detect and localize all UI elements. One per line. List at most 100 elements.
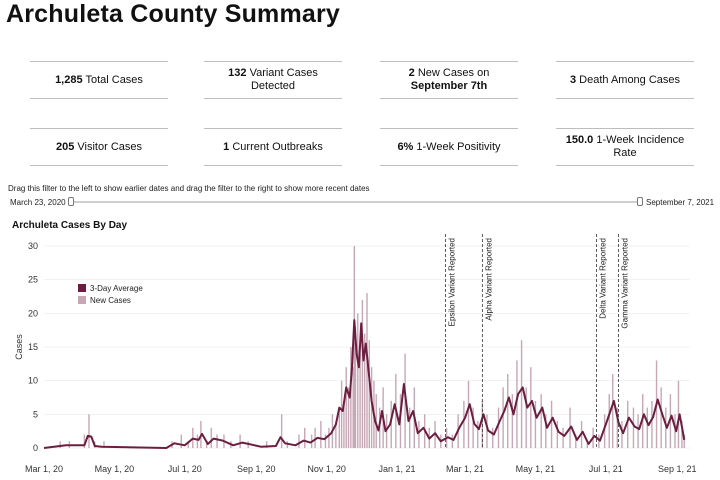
legend-swatch-average [78,284,86,292]
bar-new-cases [502,387,504,448]
page-title: Archuleta County Summary [6,0,341,28]
x-tick-label: Sep 1, 20 [237,464,276,474]
y-axis-label: Cases [14,334,24,360]
x-tick-label: Jul 1, 21 [589,464,623,474]
bar-new-cases [627,400,629,448]
stat-divider-bottom [380,98,518,99]
x-tick-label: Sep 1, 21 [658,464,697,474]
bar-new-cases [608,394,610,448]
bar-new-cases [418,421,420,448]
bar-new-cases [205,441,208,448]
bar-new-cases [345,367,347,448]
date-filter-start-handle[interactable] [68,197,74,206]
x-tick-label: Nov 1, 20 [307,464,346,474]
bar-new-cases [598,434,600,448]
stat-text: 3 Death Among Cases [569,73,681,86]
bar-new-cases [359,353,361,448]
x-tick-label: Mar 1, 20 [25,464,63,474]
bar-new-cases [674,414,676,448]
y-tick-label: 30 [28,241,38,251]
bar-new-cases [507,373,509,448]
bar-new-cases [511,394,514,448]
bar-new-cases [216,434,218,448]
bar-new-cases [550,400,553,448]
bar-new-cases [612,373,614,448]
bar-new-cases [540,394,542,448]
stat-divider-top [204,61,342,62]
bar-new-cases [357,313,359,448]
stat-text: 1,285 Total Cases [55,73,143,86]
stat-new-cases: 2 New Cases on September 7th [380,61,518,99]
bar-new-cases [451,434,454,448]
bar-new-cases [486,414,488,448]
bar-new-cases [350,347,352,448]
bar-new-cases [530,367,532,448]
stat-text: 2 New Cases on September 7th [408,67,490,92]
bar-new-cases [304,427,306,448]
date-filter-instructions: Drag this filter to the left to show ear… [8,184,370,193]
x-tick-label: May 1, 20 [95,464,135,474]
stat-week-positivity: 6% 1-Week Positivity [380,128,518,166]
bar-new-cases [354,326,357,448]
y-tick-label: 15 [28,342,38,352]
stat-total-cases: 1,285 Total Cases [30,61,168,99]
bar-new-cases [368,340,371,448]
annotation-label: Delta Variant Reported [599,238,608,319]
bar-new-cases [314,427,316,448]
stat-divider-top [380,128,518,129]
bar-new-cases [361,299,364,448]
stat-divider-bottom [30,165,168,166]
bar-new-cases [603,414,606,448]
bar-new-cases [681,421,683,448]
annotation-label: Gamma Variant Reported [620,238,629,329]
stat-divider-top [556,61,694,62]
stat-divider-top [204,128,342,129]
bar-new-cases [320,421,322,448]
stat-text: 6% 1-Week Positivity [397,140,501,153]
bar-new-cases [366,293,368,448]
bar-new-cases [621,421,623,448]
bar-new-cases [347,387,350,448]
legend-item-new-cases[interactable]: New Cases [78,294,143,306]
bar-new-cases [340,380,343,448]
chart-legend: 3-Day Average New Cases [78,282,143,306]
x-tick-label: Jan 1, 21 [378,464,415,474]
stat-divider-bottom [204,165,342,166]
y-tick-label: 10 [28,376,38,386]
stat-visitor-cases: 205 Visitor Cases [30,128,168,166]
y-tick-label: 5 [33,409,38,419]
legend-item-average[interactable]: 3-Day Average [78,282,143,294]
stat-divider-bottom [204,98,342,99]
bar-new-cases [328,427,330,448]
y-tick-label: 20 [28,308,38,318]
stat-text: 1 Current Outbreaks [223,140,323,153]
stat-text: 205 Visitor Cases [55,140,143,153]
bar-new-cases [516,360,518,448]
stat-divider-top [30,61,168,62]
stat-divider-bottom [556,98,694,99]
bar-new-cases [562,427,564,448]
bar-new-cases [472,407,474,448]
bar-new-cases [390,400,392,448]
bar-new-cases [370,367,373,448]
bar-new-cases [520,340,523,448]
date-filter-track[interactable] [70,201,642,203]
stat-divider-bottom [556,165,694,166]
bar-new-cases [586,441,589,448]
bar-new-cases [83,434,86,448]
date-filter-end-handle[interactable] [637,197,643,206]
bar-new-cases [651,400,653,448]
stat-divider-top [30,128,168,129]
bar-new-cases [210,427,212,448]
bar-new-cases [88,414,90,448]
legend-label-new-cases: New Cases [90,295,131,305]
bar-new-cases [646,407,649,448]
date-filter-end-label: September 7, 2021 [646,198,715,207]
bar-new-cases [343,400,345,448]
date-filter-start-label: March 23, 2020 [10,198,66,207]
stat-divider-top [380,61,518,62]
bar-new-cases [239,434,241,448]
bar-new-cases [677,380,680,448]
x-tick-label: Mar 1, 21 [446,464,484,474]
stat-deaths: 3 Death Among Cases [556,61,694,99]
